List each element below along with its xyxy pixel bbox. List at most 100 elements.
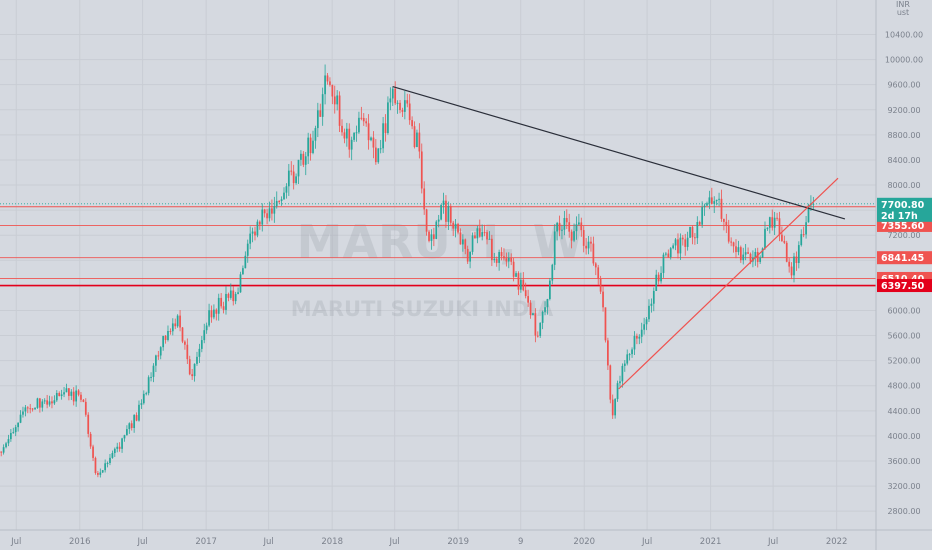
candle-body bbox=[621, 365, 624, 382]
candle-body bbox=[498, 252, 500, 263]
candle-body bbox=[800, 234, 803, 246]
candle-body bbox=[266, 213, 268, 219]
candle-body bbox=[609, 365, 612, 400]
candle-body bbox=[26, 407, 29, 409]
candle-body bbox=[437, 219, 440, 222]
time-tick-label: Jul bbox=[641, 537, 652, 547]
candle-body bbox=[31, 408, 34, 410]
candle-body bbox=[486, 232, 488, 240]
candle-body bbox=[556, 222, 558, 232]
candle-body bbox=[188, 359, 191, 375]
time-tick-label: 2018 bbox=[321, 537, 343, 547]
candle-body bbox=[222, 306, 225, 310]
candle-body bbox=[650, 303, 653, 306]
candle-body bbox=[94, 457, 97, 473]
time-tick-label: 2022 bbox=[826, 537, 848, 547]
candle-body bbox=[290, 170, 293, 172]
price-tick-label: 10400.00 bbox=[885, 30, 923, 39]
candle-body bbox=[205, 325, 208, 331]
time-tick-label: 2020 bbox=[573, 537, 595, 547]
candle-body bbox=[80, 394, 82, 400]
candle-body bbox=[101, 470, 104, 473]
candle-body bbox=[145, 393, 148, 395]
candle-body bbox=[118, 446, 121, 449]
candle-body bbox=[391, 88, 394, 99]
candle-body bbox=[432, 234, 435, 239]
candle-body bbox=[157, 355, 160, 357]
candle-body bbox=[341, 125, 343, 133]
candle-body bbox=[302, 153, 305, 165]
candle-body bbox=[793, 256, 795, 276]
candle-body bbox=[674, 239, 677, 246]
candle-body bbox=[159, 347, 162, 356]
time-axis-ticks: Jul 2016 Jul 2017 Jul 2018 Jul 2019 9 2020 Jul 2021… bbox=[10, 537, 847, 547]
candle-body bbox=[113, 448, 116, 454]
candle-body bbox=[377, 148, 380, 163]
candle-body bbox=[198, 348, 201, 357]
candle-body bbox=[227, 293, 230, 298]
candle-body bbox=[12, 432, 15, 434]
price-tick-label: 4400.00 bbox=[887, 407, 920, 416]
unit-label-line2: ust bbox=[897, 8, 909, 17]
candle-body bbox=[706, 203, 708, 206]
candle-body bbox=[449, 206, 452, 223]
candle-body bbox=[708, 197, 711, 204]
candle-body bbox=[355, 132, 358, 134]
candle-body bbox=[135, 415, 138, 421]
candle-body bbox=[326, 75, 329, 82]
candle-body bbox=[97, 472, 99, 475]
candle-body bbox=[812, 203, 815, 205]
level-badge-background bbox=[877, 218, 932, 232]
support-trendline[interactable] bbox=[618, 177, 839, 390]
candle-body bbox=[735, 246, 737, 253]
candle-body bbox=[633, 335, 636, 350]
candle-body bbox=[599, 278, 602, 292]
candle-body bbox=[60, 394, 63, 396]
candle-body bbox=[582, 230, 585, 246]
candle-body bbox=[58, 392, 61, 396]
candle-body bbox=[324, 75, 326, 95]
candle-body bbox=[710, 197, 713, 204]
candle-body bbox=[691, 226, 694, 238]
candle-body bbox=[785, 242, 788, 262]
candle-body bbox=[319, 110, 322, 117]
unit-label-line1: INR bbox=[896, 0, 910, 9]
price-tick-label: 4800.00 bbox=[887, 382, 920, 391]
time-tick-label: Jul bbox=[10, 537, 21, 547]
candle-body bbox=[220, 297, 223, 307]
candle-body bbox=[150, 376, 152, 378]
candle-body bbox=[457, 223, 459, 233]
candle-body bbox=[490, 238, 493, 261]
price-tick-label: 8800.00 bbox=[887, 131, 920, 140]
resistance-trendline[interactable] bbox=[392, 85, 846, 220]
current-price-badge-background bbox=[877, 197, 932, 222]
candle-body bbox=[614, 399, 617, 416]
candle-body bbox=[657, 274, 660, 282]
candle-body bbox=[549, 280, 551, 300]
candle-body bbox=[39, 398, 41, 408]
candle-body bbox=[686, 237, 689, 247]
price-tick-label: 2800.00 bbox=[887, 507, 920, 516]
candle-body bbox=[138, 404, 140, 421]
candle-body bbox=[365, 121, 368, 124]
candle-body bbox=[580, 222, 583, 231]
candle-body bbox=[638, 336, 641, 339]
candle-body bbox=[278, 201, 281, 203]
candle-body bbox=[425, 209, 428, 232]
candle-body bbox=[2, 447, 5, 453]
candle-body bbox=[210, 310, 213, 318]
candle-body bbox=[665, 253, 667, 255]
candle-body bbox=[788, 261, 791, 267]
candle-body bbox=[48, 401, 51, 405]
candle-body bbox=[406, 100, 409, 104]
candle-body bbox=[645, 319, 648, 325]
candle-body bbox=[273, 206, 276, 214]
candle-body bbox=[766, 227, 769, 229]
candle-body bbox=[109, 457, 111, 463]
candle-body bbox=[232, 290, 235, 302]
price-tick-label: 3600.00 bbox=[887, 457, 920, 466]
level-badge-background bbox=[877, 279, 932, 293]
candle-body bbox=[367, 123, 370, 141]
